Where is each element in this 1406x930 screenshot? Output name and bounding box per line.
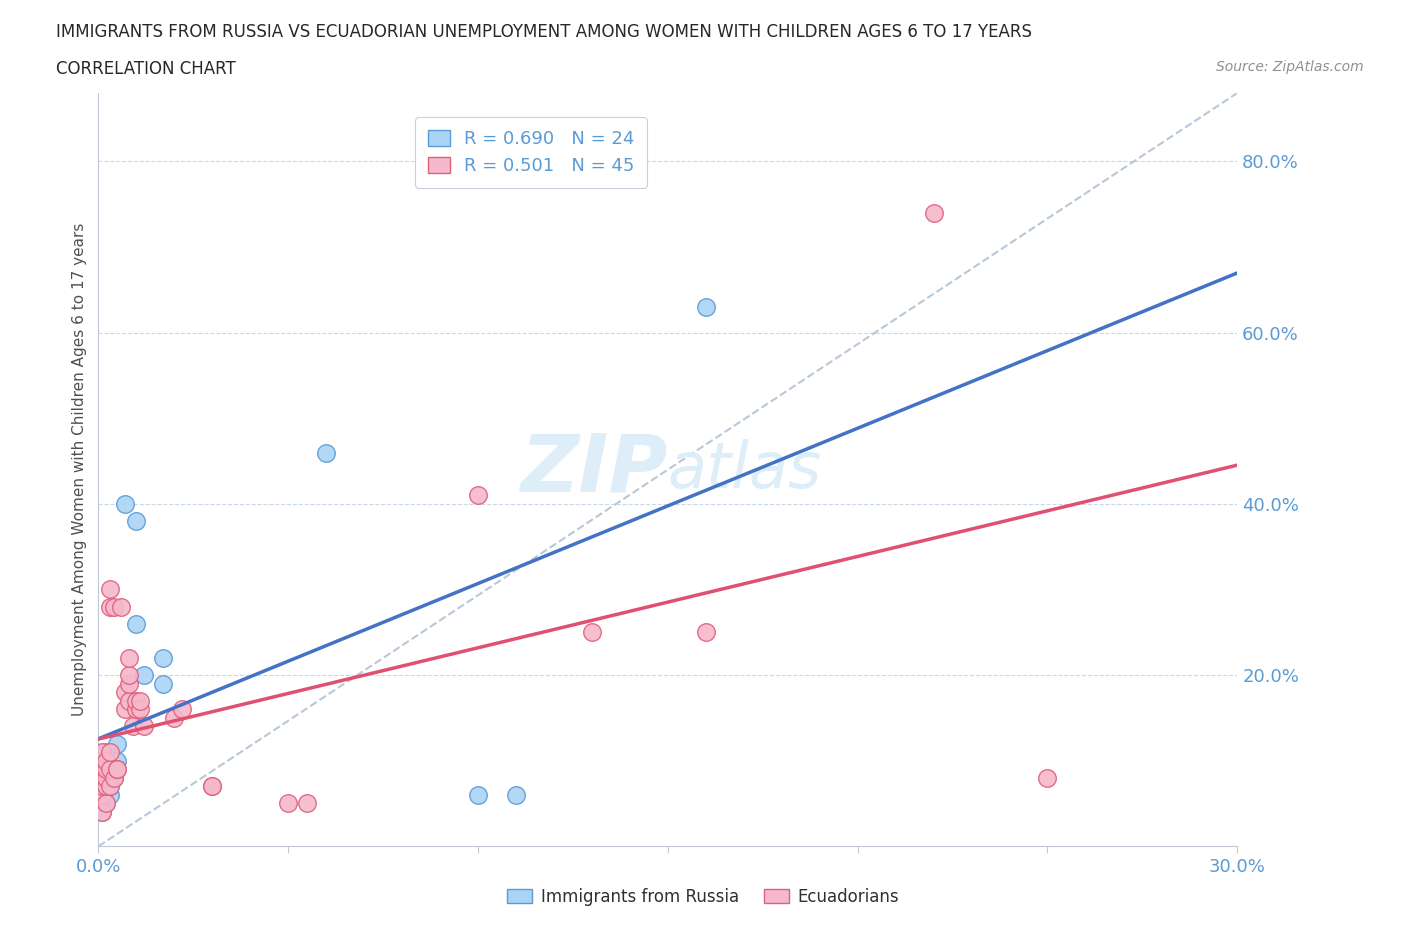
Point xyxy=(91,753,114,768)
Point xyxy=(91,779,114,794)
Point xyxy=(91,753,114,768)
Point xyxy=(98,599,121,614)
Point xyxy=(129,694,152,709)
Point xyxy=(297,796,319,811)
Point xyxy=(107,762,129,777)
Point xyxy=(98,779,121,794)
Point xyxy=(114,497,136,512)
Legend: Immigrants from Russia, Ecuadorians: Immigrants from Russia, Ecuadorians xyxy=(501,881,905,912)
Point xyxy=(118,694,141,709)
Text: CORRELATION CHART: CORRELATION CHART xyxy=(56,60,236,78)
Point xyxy=(125,513,148,528)
Point xyxy=(1036,770,1059,785)
Point xyxy=(695,299,717,314)
Point xyxy=(132,668,155,683)
Point xyxy=(98,762,121,777)
Point xyxy=(94,745,117,760)
Point xyxy=(98,788,121,803)
Point xyxy=(118,668,141,683)
Text: IMMIGRANTS FROM RUSSIA VS ECUADORIAN UNEMPLOYMENT AMONG WOMEN WITH CHILDREN AGES: IMMIGRANTS FROM RUSSIA VS ECUADORIAN UNE… xyxy=(56,23,1032,41)
Point xyxy=(94,770,117,785)
Point xyxy=(107,737,129,751)
Point xyxy=(118,651,141,666)
Point xyxy=(98,745,121,760)
Point xyxy=(121,719,143,734)
Point xyxy=(94,796,117,811)
Point xyxy=(107,762,129,777)
Point xyxy=(94,762,117,777)
Point xyxy=(201,779,224,794)
Point xyxy=(98,582,121,597)
Point xyxy=(107,753,129,768)
Point xyxy=(129,702,152,717)
Text: atlas: atlas xyxy=(668,439,823,500)
Point xyxy=(103,599,125,614)
Point xyxy=(467,488,489,503)
Point xyxy=(94,762,117,777)
Point xyxy=(110,599,132,614)
Point xyxy=(581,625,603,640)
Point xyxy=(94,753,117,768)
Point xyxy=(91,788,114,803)
Point xyxy=(98,779,121,794)
Point xyxy=(91,770,114,785)
Point xyxy=(170,702,193,717)
Point xyxy=(91,762,114,777)
Point xyxy=(91,804,114,819)
Point xyxy=(114,702,136,717)
Point xyxy=(98,762,121,777)
Point xyxy=(118,676,141,691)
Point xyxy=(94,796,117,811)
Y-axis label: Unemployment Among Women with Children Ages 6 to 17 years: Unemployment Among Women with Children A… xyxy=(72,223,87,716)
Point xyxy=(315,445,337,460)
Point xyxy=(163,711,186,725)
Point xyxy=(94,779,117,794)
Point xyxy=(695,625,717,640)
Point xyxy=(277,796,299,811)
Point xyxy=(922,206,945,220)
Point xyxy=(114,684,136,699)
Point xyxy=(125,702,148,717)
Point xyxy=(152,676,174,691)
Point xyxy=(125,694,148,709)
Legend: R = 0.690   N = 24, R = 0.501   N = 45: R = 0.690 N = 24, R = 0.501 N = 45 xyxy=(415,117,647,188)
Point xyxy=(103,770,125,785)
Point xyxy=(91,804,114,819)
Point xyxy=(125,617,148,631)
Point xyxy=(467,788,489,803)
Point xyxy=(505,788,527,803)
Point xyxy=(91,770,114,785)
Text: Source: ZipAtlas.com: Source: ZipAtlas.com xyxy=(1216,60,1364,74)
Point xyxy=(94,770,117,785)
Point xyxy=(201,779,224,794)
Text: ZIP: ZIP xyxy=(520,431,668,509)
Point xyxy=(91,788,114,803)
Point xyxy=(152,651,174,666)
Point xyxy=(132,719,155,734)
Point xyxy=(103,770,125,785)
Point xyxy=(91,745,114,760)
